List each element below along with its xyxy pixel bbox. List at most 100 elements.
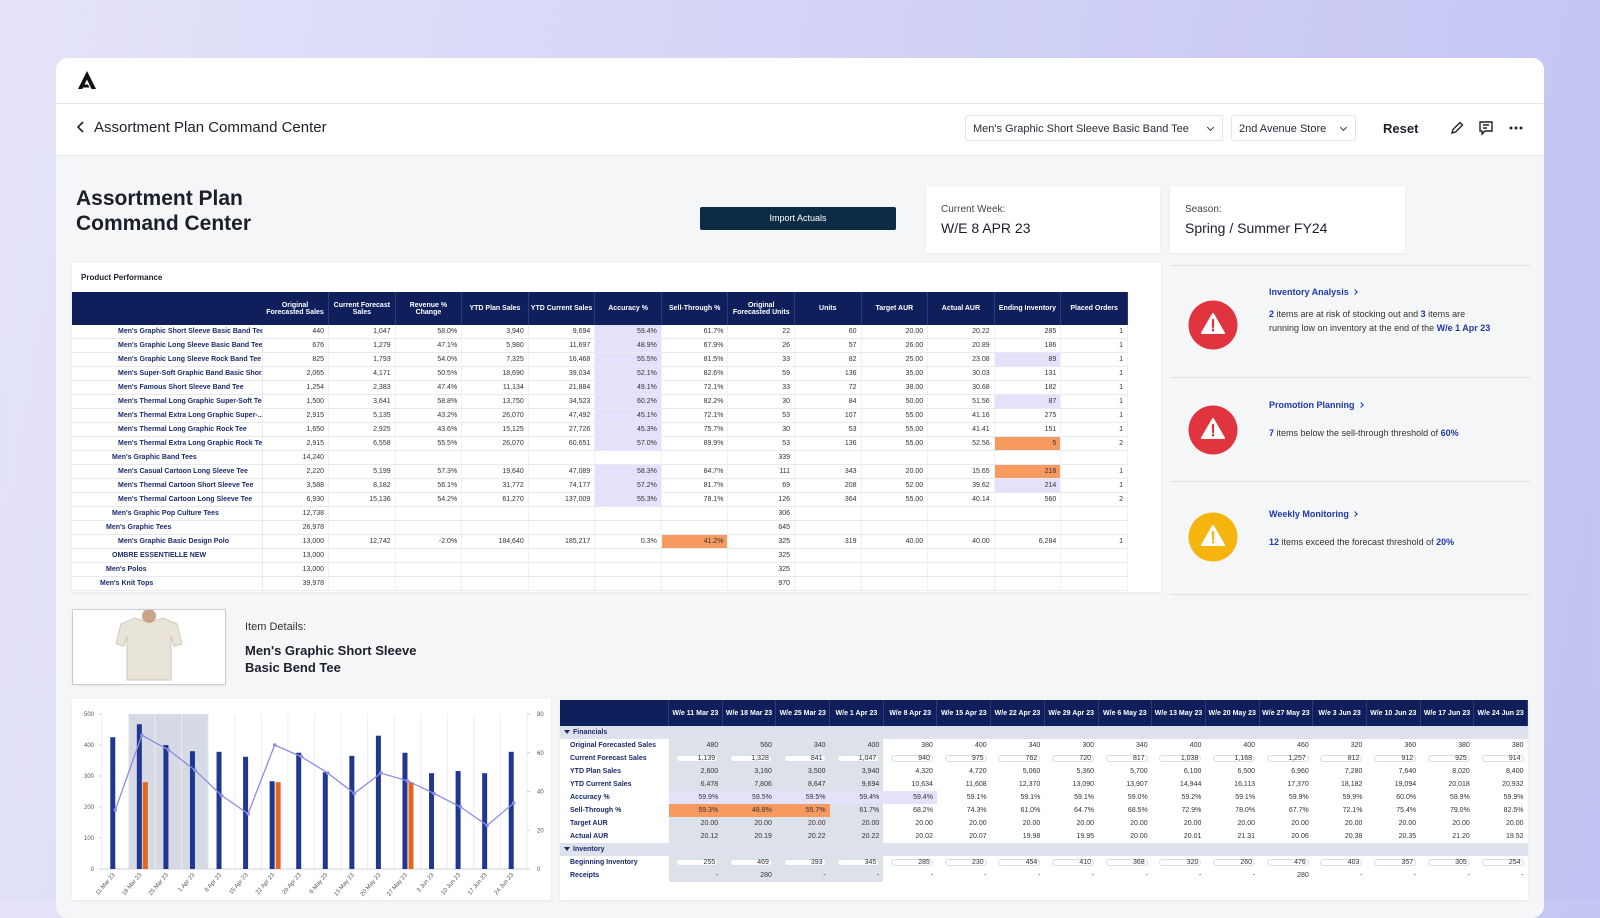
table-row: Target AUR 20.00 20.00 20.00 20.00 20.00 20.00… [560,817,1528,830]
value-pill: 476 [1266,859,1309,866]
value: 20.00 [1130,820,1148,827]
table-cell: 40.00 [927,534,995,549]
edit-icon[interactable] [1449,120,1465,136]
more-icon[interactable] [1508,120,1524,136]
bar [482,773,488,869]
table-cell: 55.00 [861,492,929,507]
value-pill: 817 [1105,755,1148,762]
table-cell: 339 [727,450,795,465]
column-header: Accuracy % [594,292,662,325]
table-cell: 74,177 [528,478,596,493]
table-cell: 9,694 [829,778,884,791]
table-cell: 23.08 [927,352,995,367]
section-toggle[interactable]: Inventory [560,843,1528,856]
text: items exceed the forecast threshold of [1279,537,1437,547]
table-cell: 137,009 [528,492,596,507]
table-cell: 817 [1098,752,1152,765]
column-header: W/e 3 Jun 23 [1312,700,1367,726]
value: 380 [921,742,933,749]
table-cell: 30 [727,394,795,409]
value: 3,940 [861,768,880,775]
table-row: Beginning Inventory 255 469 393 345 285 230 454… [560,856,1528,869]
empty-cell [861,562,929,577]
empty-cell [594,450,662,465]
table-cell: 7,640 [1366,765,1420,778]
table-cell: 320 [1152,856,1206,869]
store-select[interactable]: 2nd Avenue Store [1231,115,1356,141]
empty-cell [661,576,729,591]
product-select[interactable]: Men's Graphic Short Sleeve Basic Band Te… [965,115,1223,141]
table-cell: 20.89 [927,338,995,353]
column-header: W/e 25 Mar 23 [775,700,831,726]
table-cell: 55.3% [594,492,662,507]
logo[interactable] [76,70,98,90]
value: 6,478 [700,781,719,788]
table-cell: 480 [668,739,723,752]
y2-tick-label: 80 [537,712,544,718]
caret [564,730,570,734]
table-cell: 8,647 [775,778,830,791]
table-row: Men's Knit Tops 39,978 970 [72,576,1128,591]
value: 340 [1028,742,1041,749]
value: 6,960 [1291,768,1309,775]
table-cell: 3,940 [829,765,884,778]
table-row: Men's Thermal Extra Long Graphic Rock Te… [72,436,1128,451]
empty-cell [927,506,995,521]
table-cell: 89.9% [661,436,729,451]
table-cell: 84.7% [661,464,729,479]
empty-cell [1060,520,1128,535]
reset-button[interactable]: Reset [1383,121,1419,136]
table-cell: 55.7% [775,804,830,817]
table-cell: 19,094 [1366,778,1420,791]
y-tick-label: 0 [91,867,95,873]
empty-cell [994,548,1062,563]
value-pill: 925 [1427,755,1470,762]
alert-title[interactable]: Promotion Planning [1269,400,1363,410]
back-button[interactable] [76,120,86,134]
table-cell: 43.6% [395,422,463,437]
value: 400 [867,742,880,749]
empty-cell [927,576,995,591]
x-tick-label: 10 Jun 23 [441,872,463,897]
empty-cell [861,520,929,535]
value: 380 [1511,742,1524,749]
table-cell: 560 [722,739,776,752]
table-cell: 22 [727,325,795,339]
value: 72.9% [1181,807,1202,814]
weekly-table-panel: W/e 11 Mar 23 W/e 18 Mar 23 W/e 25 Mar 23 W… [560,700,1528,900]
table-cell: 460 [1259,739,1313,752]
table-cell: 6,930 [262,492,330,507]
table-cell: 3,160 [722,765,776,778]
alert-icon [1188,512,1238,562]
empty-cell [528,450,596,465]
alert-title[interactable]: Inventory Analysis [1269,287,1357,297]
section-toggle[interactable]: Financials [560,726,1528,739]
value-pill: 914 [1481,755,1524,762]
page-title: Assortment Plan Command Center [76,187,252,235]
value: 59.9% [1288,794,1309,801]
import-actuals-button[interactable]: Import Actuals [700,207,896,230]
table-cell: 58.8% [395,394,463,409]
table-cell: 11,134 [461,380,529,395]
table-cell: 82 [794,352,862,367]
column-header: W/e 8 Apr 23 [883,700,938,726]
value: - [1252,872,1256,879]
value: 20.00 [1076,820,1094,827]
table-cell: 20.22 [927,325,995,339]
alert-text: 12 items exceed the forecast threshold o… [1269,535,1494,549]
value: 280 [1297,872,1309,879]
line-point [246,811,250,816]
table-cell: 5,700 [1098,765,1152,778]
table-cell: - [1313,869,1367,882]
text: items are running low on inventory at th… [1269,309,1466,333]
alert-title[interactable]: Weekly Monitoring [1269,509,1357,519]
divider [1170,377,1530,378]
table-cell: 55.00 [861,436,929,451]
value: 380 [1458,742,1470,749]
table-row: Men's Thermal Extra Long Graphic Super-.… [72,408,1128,423]
table-cell: 20.00 [883,817,937,830]
value: 60.0% [1396,794,1417,801]
empty-cell [994,562,1062,577]
comment-icon[interactable] [1478,120,1494,136]
table-row: Men's Thermal Long Graphic Super-Soft Te… [72,394,1128,409]
